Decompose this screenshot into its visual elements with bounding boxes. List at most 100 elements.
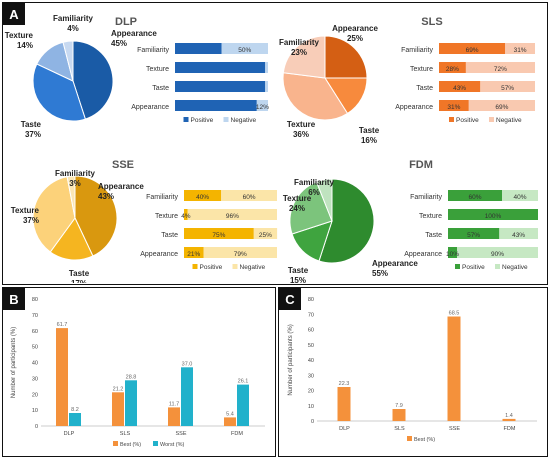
fdm-value-familiarity: 6% <box>308 188 320 197</box>
panel-b-legend-swatch-1 <box>153 441 158 446</box>
dlp-slice-appearance <box>72 40 114 120</box>
fdm-label-negative: 40% <box>513 194 526 201</box>
sls-label-negative: 57% <box>501 85 514 92</box>
sse-value-appearance: 43% <box>98 192 114 201</box>
sls-bar-negative <box>505 43 535 54</box>
sse-pie-title: SSE <box>112 159 134 171</box>
sse-slice-texture <box>32 176 76 253</box>
sse-bar-positive <box>184 228 254 239</box>
panel-c-xtick-dlp: DLP <box>339 426 350 432</box>
fdm-value-texture: 24% <box>289 204 305 213</box>
sls-label-negative: 72% <box>494 66 507 73</box>
panel-b-ytick: 30 <box>32 376 38 382</box>
sse-label-appearance: Appearance <box>98 182 144 191</box>
fdm-legend-negative: Negative <box>502 264 528 271</box>
panel-c-chart: 0 10 20 30 40 50 60 70 80 Number of participants … <box>288 297 537 443</box>
sse-bar-negative <box>187 209 277 220</box>
sls-label-familiarity: Familiarity <box>279 38 320 47</box>
panel-b-bar-sse-0 <box>168 407 180 426</box>
dlp-label-negative: 50% <box>238 47 251 54</box>
panel-c-bar-sls-0 <box>392 409 406 421</box>
sse-label-negative: 96% <box>226 213 239 220</box>
sls-value-texture: 36% <box>293 130 309 139</box>
fdm-cat-texture: Texture <box>419 213 442 220</box>
sls-legend-swatch-positive <box>449 117 454 122</box>
fdm-bar-positive <box>448 247 457 258</box>
panel-b-data-label: 11.7 <box>169 401 179 407</box>
panel-c-ytick: 30 <box>308 373 314 379</box>
panel-b-xtick-sse: SSE <box>175 431 186 437</box>
sse-label-familiarity: Familiarity <box>55 169 96 178</box>
sls-bar-negative <box>465 62 535 73</box>
sse-label-positive: 4% <box>181 213 191 220</box>
fdm-bar-negative <box>502 190 538 201</box>
panel-c-data-label: 7.9 <box>395 403 403 409</box>
fdm-label-positive: 100% <box>485 213 502 220</box>
sls-label-negative: 31% <box>514 47 527 54</box>
sls-bar-positive <box>439 62 466 73</box>
panel-b-bar-dlp-1 <box>69 413 81 426</box>
panel-b-xtick-dlp: DLP <box>64 431 75 437</box>
panel-a: A DLP Appearance 45% Taste 37% Texture 14% Fami… <box>2 2 548 285</box>
fdm-cat-appearance: Appearance <box>404 251 442 258</box>
sls-legend-swatch-negative <box>489 117 494 122</box>
panel-c-ylabel: Number of participants (%) <box>288 324 294 395</box>
dlp-legend-swatch-negative <box>223 117 229 122</box>
panel-b-bar-sls-0 <box>112 392 124 426</box>
sls-cat-familiarity: Familiarity <box>401 47 433 54</box>
panel-c-ytick: 80 <box>308 297 314 303</box>
sls-label-appearance: Appearance <box>332 24 378 33</box>
sls-slice-appearance <box>324 35 368 79</box>
dlp-bar-positive <box>175 100 257 111</box>
sse-label-texture: Texture <box>11 206 40 215</box>
panel-b-bar-fdm-1 <box>237 384 249 426</box>
sse-label-negative: 25% <box>259 232 272 239</box>
sse-bar-negative <box>203 247 277 258</box>
fdm-bar-positive <box>448 190 502 201</box>
fdm-bar-negative <box>457 247 538 258</box>
sls-value-familiarity: 23% <box>291 48 307 57</box>
fdm-legend-swatch-negative <box>495 264 500 269</box>
sse-label-taste: Taste <box>69 269 90 278</box>
panel-c-label: C <box>279 288 301 310</box>
sse-label-negative: 79% <box>234 251 247 258</box>
fdm-slice-appearance <box>318 178 375 264</box>
panel-c-xtick-sse: SSE <box>449 426 460 432</box>
dlp-label-taste: Taste <box>21 120 42 129</box>
panel-b-xtick-sls: SLS <box>120 431 131 437</box>
fdm-bar-positive <box>448 209 538 220</box>
panel-c-ytick: 10 <box>308 404 314 410</box>
dlp-value-appearance: 45% <box>111 39 127 48</box>
panel-c-ytick: 0 <box>311 419 314 425</box>
sls-bar-negative <box>468 100 535 111</box>
sse-bar-positive <box>184 247 204 258</box>
panel-b-ytick: 50 <box>32 345 38 351</box>
sls-label-positive: 43% <box>453 85 466 92</box>
sls-legend-positive: Positive <box>456 117 479 124</box>
sse-legend-negative: Negative <box>240 264 266 271</box>
fdm-label-positive: 57% <box>467 232 480 239</box>
panel-c-ytick: 60 <box>308 328 314 334</box>
sse-bar-negative <box>253 228 278 239</box>
sls-cat-taste: Taste <box>416 85 433 92</box>
sls-label-positive: 31% <box>447 104 460 111</box>
panel-b-ytick: 20 <box>32 392 38 398</box>
sse-legend-swatch-positive <box>192 264 198 269</box>
sls-value-appearance: 25% <box>347 34 363 43</box>
fdm-cat-familiarity: Familiarity <box>410 194 442 201</box>
sse-cat-texture: Texture <box>155 213 178 220</box>
fdm-bar-positive <box>448 228 500 239</box>
sse-bar-positive <box>184 209 188 220</box>
panel-b-legend-label-0: Best (%) <box>120 442 141 448</box>
panel-b-bar-fdm-0 <box>224 417 236 426</box>
dlp-value-familiarity: 4% <box>67 24 79 33</box>
panel-c-ytick: 50 <box>308 343 314 349</box>
sse-cat-appearance: Appearance <box>140 251 178 258</box>
sse-legend-positive: Positive <box>200 264 223 271</box>
panel-c-legend-label-0: Best (%) <box>414 437 435 443</box>
fdm-value-taste: 15% <box>290 276 306 283</box>
dlp-legend-positive: Positive <box>191 117 214 124</box>
sls-bar-negative <box>480 81 535 92</box>
sls-bar-positive <box>439 43 506 54</box>
panel-b-ytick: 40 <box>32 361 38 367</box>
